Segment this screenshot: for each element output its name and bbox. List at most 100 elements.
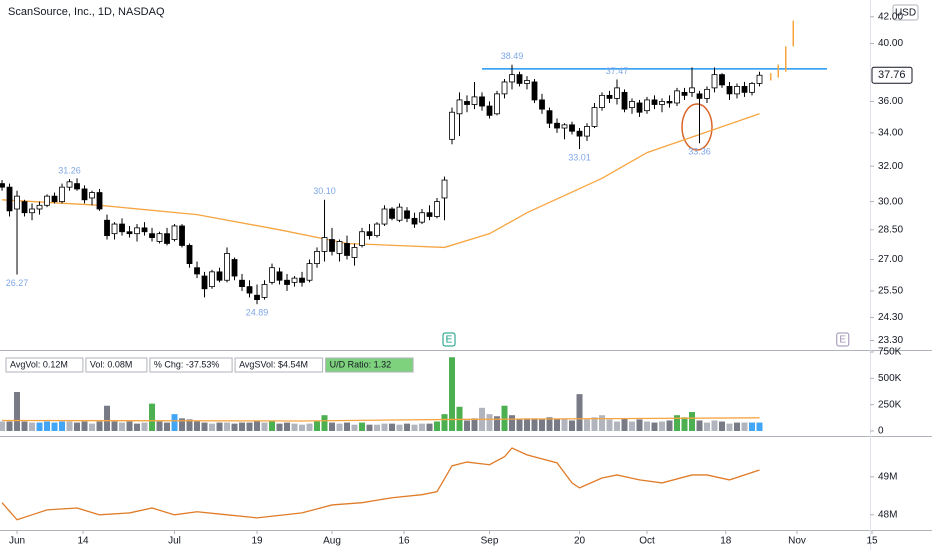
stat-label: % Chg: -37.53% [154,359,220,369]
volume-bar [509,415,516,431]
volume-bar [329,422,336,431]
volume-bar [449,357,456,431]
candle-body [359,231,365,246]
y-tick-label: 27.00 [878,254,903,265]
price-label: 26.27 [6,278,29,288]
x-tick-label: Jun [9,536,25,547]
volume-bar [0,421,6,431]
candle-body [494,93,500,115]
volume-tick-label: 0 [878,426,884,437]
stat-box [325,357,414,373]
volume-bar [689,412,696,431]
candle-body [366,231,373,237]
candle-body [0,183,5,188]
volume-bar [749,422,756,431]
stat-label: U/D Ratio: 1.32 [330,359,392,369]
candle-body [96,192,103,210]
last-price-label: 37.76 [878,69,906,81]
volume-bar [524,418,531,431]
y-tick-label: 40.00 [878,38,903,49]
candle-body [14,195,20,210]
volume-tick-label: 500K [878,373,902,384]
price-label: 33.01 [568,152,591,162]
volume-bar [164,422,171,431]
candle-body [269,267,275,283]
volume-bar [599,415,606,431]
volume-bar [126,421,133,431]
candle-body [486,105,493,116]
candle-body [704,88,710,99]
candle-body [749,83,755,93]
candle-body [516,74,523,84]
volume-bar [291,423,298,431]
earnings-label: E [446,335,453,346]
candle-body [126,231,133,235]
volume-bar [299,424,306,431]
candle-body [509,74,515,83]
candle-body [201,275,208,290]
volume-bar [231,423,238,431]
volume-bar [359,422,366,431]
volume-bar [149,403,156,431]
candle-body [336,241,343,254]
volume-bar [426,423,433,431]
candle-body [29,208,35,214]
candle-body [329,239,335,252]
x-tick-label: 19 [251,536,263,547]
volume-bar [539,419,546,431]
candle-body [89,192,95,199]
volume-bar [756,422,763,431]
volume-bar [554,419,561,431]
candle-body [756,74,763,84]
y-tick-label: 28.50 [878,224,903,235]
volume-bar [464,420,471,431]
candle-body [164,233,170,244]
last-price-box [871,66,913,84]
volume-bar [584,419,591,431]
earnings-label: E [839,335,846,346]
candle-body [659,101,665,105]
candle-body [531,81,538,101]
candle-body [696,93,703,99]
candle-body [291,277,298,283]
volume-bar [606,419,613,431]
earnings-marker [442,332,456,347]
indicator-tick-label: 48M [878,509,897,520]
candle-body [216,271,223,281]
volume-average [2,417,760,422]
volume-bar [81,421,88,431]
candle-body [36,204,43,210]
stat-box [234,357,324,373]
currency-box [892,4,919,21]
candle-body [426,212,433,217]
candle-body [741,85,748,93]
candle-body [711,74,718,89]
volume-bar [119,422,126,431]
volume-bar [486,414,493,431]
candle-body [419,212,425,223]
candle-body [726,85,733,95]
candle-body [141,227,148,233]
volume-bar [344,422,351,431]
candle-body [224,253,230,281]
volume-bar [546,417,553,431]
volume-bar [374,424,381,431]
volume-bar [569,420,576,431]
candle-body [194,267,200,275]
candle-body [231,259,238,277]
candle-body [21,201,28,214]
candle-body [81,188,88,201]
volume-bar [494,416,501,431]
volume-bar [44,421,51,431]
price-label: 37.47 [606,66,629,76]
candle-body [186,245,193,264]
stat-box [5,357,84,373]
candle-body [66,181,73,188]
candle-body [674,90,680,104]
candle-body [396,206,403,221]
candle-body [621,91,628,110]
volume-bar [29,422,36,431]
price-label: 38.49 [501,51,524,61]
candle-body [284,279,290,285]
volume-bar [21,421,28,431]
